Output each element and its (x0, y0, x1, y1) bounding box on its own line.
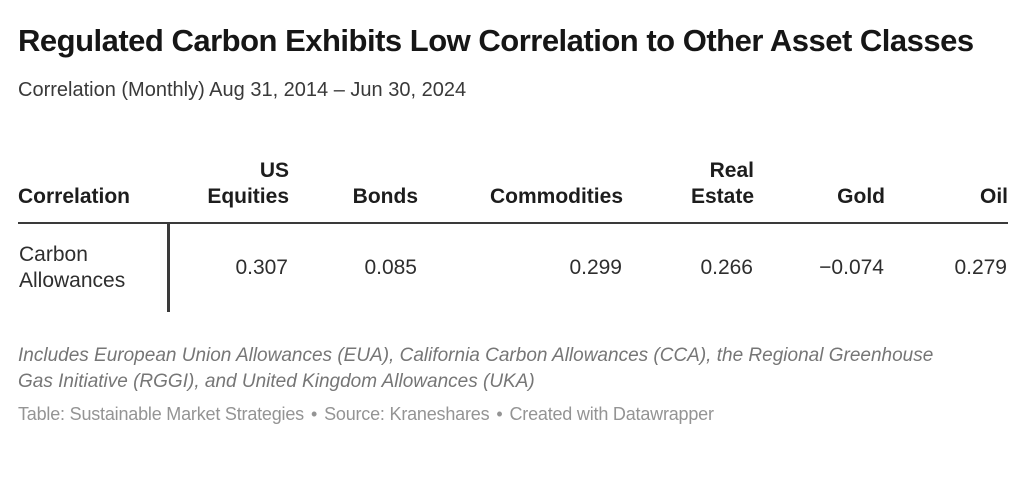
value-us-equities: 0.307 (235, 256, 288, 279)
column-header-us-equities: US Equities (168, 158, 289, 224)
byline-source: Source: Kraneshares (324, 404, 490, 424)
table-header-row: Correlation US Equities Bonds Commoditie… (18, 158, 1008, 224)
column-header-gold: Gold (754, 158, 885, 224)
column-header-commodities: Commodities (418, 158, 623, 224)
byline-separator: • (310, 404, 318, 424)
chart-title: Regulated Carbon Exhibits Low Correlatio… (18, 23, 974, 58)
byline-table-credit: Table: Sustainable Market Strategies (18, 404, 304, 424)
value-bonds: 0.085 (364, 256, 417, 279)
byline-created-with: Created with Datawrapper (509, 404, 714, 424)
chart-subtitle: Correlation (Monthly) Aug 31, 2014 – Jun… (18, 79, 467, 101)
table-row: Carbon Allowances 0.307 0.085 0.299 0.26… (18, 223, 1008, 312)
correlation-table: Correlation US Equities Bonds Commoditie… (18, 158, 1008, 312)
value-commodities: 0.299 (569, 256, 622, 279)
column-header-correlation: Correlation (18, 158, 168, 224)
chart-footnote: Includes European Union Allowances (EUA)… (18, 345, 934, 392)
value-gold: −0.074 (819, 256, 884, 279)
column-header-oil: Oil (885, 158, 1008, 224)
byline-separator: • (496, 404, 503, 424)
row-label-carbon-allowances: Carbon Allowances (18, 223, 170, 312)
column-header-real-estate: Real Estate (623, 158, 754, 224)
column-header-bonds: Bonds (289, 158, 418, 224)
value-oil: 0.279 (954, 256, 1007, 279)
chart-byline: Table: Sustainable Market Strategies • Sou… (18, 404, 1008, 425)
value-real-estate: 0.266 (700, 256, 753, 279)
